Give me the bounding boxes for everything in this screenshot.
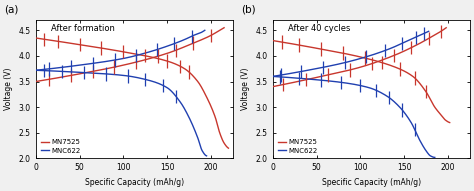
Y-axis label: Voltage (V): Voltage (V): [4, 68, 13, 110]
MN7525: [226, 147, 231, 149]
MNC622: [368, 87, 374, 89]
MNC622: [410, 123, 415, 126]
MNC622: [163, 86, 168, 88]
MN7525: [383, 63, 388, 65]
Text: After 40 cycles: After 40 cycles: [289, 24, 351, 33]
MNC622: [43, 70, 49, 72]
MNC622: [393, 102, 399, 104]
MNC622: [364, 86, 370, 88]
Line: MN7525: MN7525: [273, 40, 450, 123]
MNC622: [180, 105, 186, 107]
MNC622: [432, 156, 438, 159]
Text: (b): (b): [241, 5, 256, 15]
MN7525: [422, 89, 428, 92]
MNC622: [280, 76, 285, 78]
MN7525: [155, 57, 161, 60]
Line: MN7525: MN7525: [36, 38, 228, 148]
MN7525: [179, 66, 185, 68]
MN7525: [150, 56, 155, 58]
Text: After formation: After formation: [52, 24, 115, 33]
MN7525: [447, 121, 453, 124]
MN7525: [404, 71, 410, 74]
MN7525: [45, 39, 50, 41]
MNC622: [33, 69, 38, 71]
MN7525: [377, 61, 383, 63]
MNC622: [132, 76, 138, 78]
MNC622: [142, 78, 147, 80]
MN7525: [33, 37, 38, 39]
X-axis label: Specific Capacity (mAh/g): Specific Capacity (mAh/g): [85, 178, 184, 187]
MNC622: [204, 155, 210, 157]
Line: MNC622: MNC622: [273, 76, 435, 157]
Legend: MN7525, MNC622: MN7525, MNC622: [276, 138, 319, 155]
Legend: MN7525, MNC622: MN7525, MNC622: [39, 138, 82, 155]
MNC622: [270, 75, 275, 78]
MNC622: [373, 89, 379, 91]
X-axis label: Specific Capacity (mAh/g): Specific Capacity (mAh/g): [322, 178, 421, 187]
MN7525: [270, 39, 275, 42]
Line: MNC622: MNC622: [36, 70, 207, 156]
MN7525: [145, 55, 150, 57]
MN7525: [373, 60, 378, 62]
MN7525: [281, 41, 286, 44]
MN7525: [199, 86, 204, 89]
Y-axis label: Voltage (V): Voltage (V): [241, 68, 250, 110]
MNC622: [137, 77, 142, 79]
Text: (a): (a): [4, 5, 18, 15]
